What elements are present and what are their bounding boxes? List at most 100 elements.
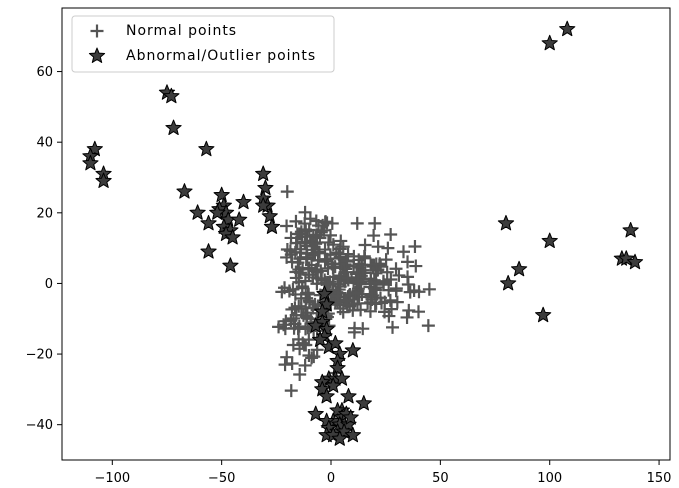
normal-point [289,271,303,285]
outlier-point [163,87,180,104]
outlier-point [86,140,103,157]
outlier-point [510,260,528,277]
y-tick-label: 40 [36,136,53,151]
outlier-point [257,179,274,196]
normal-point [350,296,364,310]
y-tick-label: −20 [26,348,53,363]
outlier-point [559,20,576,37]
normal-points-layer [272,185,436,398]
outlier-point [261,207,278,224]
normal-point [332,251,346,265]
normal-point [294,291,308,305]
normal-point [408,240,422,254]
outlier-point [618,250,635,266]
outlier-point [224,229,241,245]
normal-point [289,214,303,228]
normal-point [349,273,363,287]
normal-point [284,384,298,398]
normal-point [333,302,347,316]
normal-point [351,275,365,289]
outlier-point [541,34,558,51]
normal-point [323,248,337,262]
normal-point [303,212,317,226]
normal-point [368,297,382,311]
legend-star-glyph [88,47,106,63]
normal-point [349,285,363,299]
normal-point [402,303,416,317]
outlier-point [222,257,239,273]
normal-point [390,295,404,309]
plot-area-frame [61,7,671,461]
y-tick-label: 0 [45,277,53,292]
outlier-point [331,430,348,446]
normal-point [294,227,308,241]
outlier-point [336,423,353,439]
outlier-point [176,183,193,199]
normal-point [330,290,344,304]
normal-point [299,252,313,266]
normal-point [319,215,333,229]
normal-point [283,244,297,258]
outlier-point [200,214,217,231]
normal-point [293,242,307,256]
normal-point [302,294,316,308]
normal-point [286,338,300,352]
outlier-point [316,285,333,301]
normal-point [385,302,399,316]
outlier-points-layer [82,20,644,446]
outlier-point [329,359,346,376]
outlier-point [307,317,324,333]
outlier-point [209,204,226,220]
x-tick-label: 0 [327,471,335,486]
y-tick-label: −40 [26,418,53,433]
outlier-point [329,402,346,418]
legend-outlier-label: Abnormal/Outlier points [126,48,316,64]
normal-point [401,255,415,269]
normal-point [285,255,299,269]
outlier-point [355,395,372,411]
normal-point [347,325,361,339]
outlier-point [255,165,272,181]
normal-point [280,350,294,364]
outlier-point [340,387,357,404]
normal-point [411,305,425,319]
normal-point [407,284,421,297]
outlier-point [626,253,644,270]
outlier-point [95,172,112,188]
normal-point [282,284,296,298]
normal-point [310,228,324,242]
normal-point [325,283,339,297]
outlier-point [231,211,248,227]
normal-point [334,269,348,283]
normal-point [318,255,332,269]
x-axis: −100 −50 0 50 100 150 [94,460,671,486]
normal-point [389,281,403,295]
normal-point [305,351,319,365]
normal-point [380,265,394,279]
normal-point [298,358,312,372]
normal-point [358,238,372,252]
legend-plus-glyph [90,24,104,38]
normal-point [341,271,355,285]
outlier-point [318,296,335,312]
normal-point [287,321,301,335]
normal-point [280,219,294,233]
normal-point [350,216,364,230]
normal-point [422,282,436,296]
normal-point [301,286,315,300]
y-tick-label: 20 [36,206,53,221]
normal-point [400,310,414,324]
normal-point [353,260,367,274]
normal-point [336,240,350,254]
outlier-point [497,214,515,231]
outlier-point [263,218,281,234]
outlier-point [311,331,329,347]
normal-point [354,303,368,317]
normal-point [389,262,403,276]
normal-point [288,301,302,315]
normal-point [379,253,393,267]
normal-point [277,318,291,332]
normal-point [280,242,294,256]
normal-point [339,294,353,308]
x-tick-label: 100 [537,471,562,486]
